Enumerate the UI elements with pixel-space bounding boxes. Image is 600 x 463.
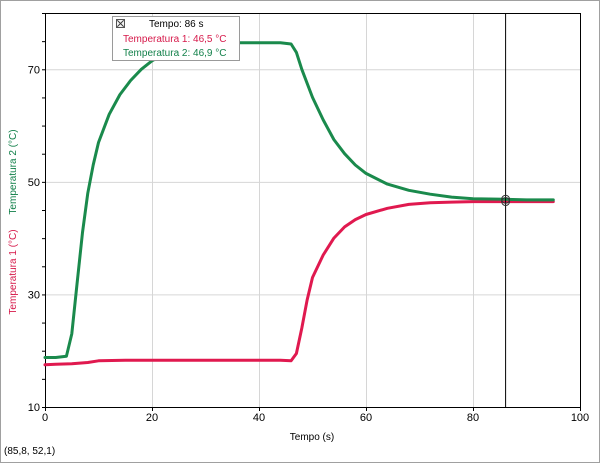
- series-group: [43, 41, 555, 367]
- x-tick-label: 100: [571, 412, 589, 424]
- tooltip-temperatura-1: Temperatura 1: 46,5 °C: [123, 34, 227, 45]
- series-line-temperatura-1: [43, 200, 555, 367]
- x-tick-label: 0: [42, 412, 48, 424]
- value-tooltip: Tempo: 86 s Temperatura 1: 46,5 °C Tempe…: [112, 16, 240, 61]
- tooltip-time: Tempo: 86 s: [149, 19, 204, 30]
- cursor-point: [501, 197, 511, 207]
- x-tick-label: 60: [360, 412, 372, 424]
- series-line-temperatura-2: [43, 41, 555, 359]
- y-tick-label: 50: [28, 177, 40, 189]
- x-axis-label: Tempo (s): [290, 432, 334, 443]
- x-tick-label: 80: [467, 412, 479, 424]
- y-axis-label-temperatura-2: Temperatura 2 (°C): [8, 129, 19, 214]
- y-tick-label: 70: [28, 64, 40, 76]
- cursor-point: [501, 194, 511, 204]
- plot-area: [45, 13, 581, 408]
- ticks: 0 20 40 60 80 100 10 30 50 70: [28, 13, 589, 424]
- coordinate-readout: (85,8, 52,1): [4, 446, 56, 457]
- y-tick-label: 30: [28, 289, 40, 301]
- tooltip-temperatura-2: Temperatura 2: 46,9 °C: [123, 48, 227, 59]
- close-icon[interactable]: [116, 19, 125, 28]
- x-tick-label: 20: [146, 412, 158, 424]
- y-tick-label: 10: [28, 402, 40, 414]
- x-tick-label: 40: [253, 412, 265, 424]
- cursor-marker[interactable]: [501, 194, 511, 207]
- grid: [45, 13, 581, 407]
- y-axis-label-temperatura-1: Temperatura 1 (°C): [8, 229, 19, 314]
